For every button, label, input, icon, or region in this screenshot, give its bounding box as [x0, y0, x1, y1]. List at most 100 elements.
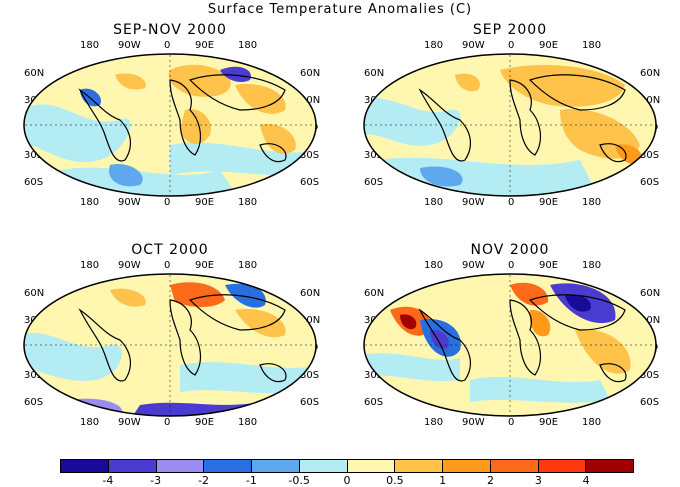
lon-label: 90W: [462, 417, 485, 428]
lon-label: 90E: [539, 197, 559, 208]
lon-label: 180: [424, 260, 444, 271]
colorbar-tick-label: -0.5: [288, 474, 310, 487]
lat-label: 60N: [24, 288, 45, 299]
lat-label: 30S: [364, 150, 384, 161]
map-panel-sep-nov: SEP-NOV 2000 180 90W 0 90E 180 60N 30N E…: [0, 20, 340, 245]
anomaly-map: [23, 53, 317, 197]
lon-label: 180: [424, 197, 444, 208]
colorbar-tick-label: 2: [487, 474, 494, 487]
lon-label: 90W: [118, 260, 141, 271]
lat-label: 60S: [300, 177, 320, 188]
colorbar-segment: [252, 460, 300, 472]
lat-label: 30S: [640, 150, 660, 161]
lon-label: 90W: [118, 197, 141, 208]
colorbar-tick-label: 0.5: [386, 474, 404, 487]
lat-label: 30S: [364, 370, 384, 381]
lon-label: 90E: [195, 197, 215, 208]
lon-label: 180: [238, 40, 258, 51]
colorbar-segment: [538, 460, 587, 472]
lon-label: 180: [424, 417, 444, 428]
panel-title: SEP-NOV 2000: [113, 22, 227, 38]
lon-label: 180: [582, 260, 602, 271]
colorbar-segment: [108, 460, 157, 472]
lon-label: 180: [238, 417, 258, 428]
colorbar-tick-label: -3: [150, 474, 162, 487]
colorbar-tick-label: 1: [439, 474, 447, 487]
lon-label: 90W: [118, 40, 141, 51]
lon-label: 0: [508, 260, 515, 271]
lon-label: 90E: [539, 260, 559, 271]
panel-title: SEP 2000: [472, 22, 548, 38]
anomaly-map: [363, 53, 657, 197]
lon-label: 180: [80, 260, 100, 271]
lat-label: 60S: [24, 177, 44, 188]
lon-label: 90W: [462, 40, 485, 51]
anomaly-map: [23, 273, 317, 417]
lon-label: 180: [80, 40, 100, 51]
colorbar-segment: [395, 460, 443, 472]
panel-title: OCT 2000: [131, 242, 209, 258]
lat-label: 30S: [300, 150, 320, 161]
colorbar-tick-label: -4: [102, 474, 114, 487]
lon-label: 180: [582, 40, 602, 51]
lon-label: 180: [238, 197, 258, 208]
lat-label: 30S: [24, 370, 44, 381]
lat-label: 60N: [364, 288, 385, 299]
lon-label: 180: [80, 197, 100, 208]
colorbar-segment: [443, 460, 491, 472]
lat-label: 60N: [640, 288, 661, 299]
lat-label: 30S: [24, 150, 44, 161]
lon-label: 0: [164, 417, 171, 428]
lat-label: 30N: [640, 315, 661, 326]
anomaly-map: [363, 273, 657, 417]
colorbar-segment: [204, 460, 252, 472]
lon-label: 180: [80, 417, 100, 428]
lon-label: 180: [582, 417, 602, 428]
lat-label: 60N: [24, 68, 45, 79]
lon-label: 180: [238, 260, 258, 271]
lon-label: 0: [508, 40, 515, 51]
lon-label: 90E: [539, 40, 559, 51]
map-panel-oct: OCT 2000 180 90W 0 90E 180 60N 30N EQ 30…: [0, 240, 340, 465]
colorbar-tick-label: 0: [343, 474, 351, 487]
colorbar-tick-label: 3: [534, 474, 542, 487]
lon-label: 90E: [195, 417, 215, 428]
lat-label: 60S: [300, 397, 320, 408]
lon-label: 0: [164, 260, 171, 271]
lat-label: 30S: [640, 370, 660, 381]
lon-label: 0: [508, 417, 515, 428]
colorbar-segment: [586, 460, 633, 472]
colorbar-segment: [299, 460, 348, 472]
lon-label: 90W: [118, 417, 141, 428]
lat-label: 60S: [640, 397, 660, 408]
lon-label: 90W: [462, 197, 485, 208]
lon-label: 0: [164, 40, 171, 51]
lat-label: 30N: [300, 95, 321, 106]
colorbar-tick-label: 4: [582, 474, 590, 487]
figure-title: Surface Temperature Anomalies (C): [207, 2, 473, 17]
panel-title: NOV 2000: [470, 242, 550, 258]
lat-label: 60N: [364, 68, 385, 79]
lat-label: 30S: [300, 370, 320, 381]
lon-label: 0: [164, 197, 171, 208]
colorbar-segment: [61, 460, 109, 472]
lat-label: 60S: [24, 397, 44, 408]
lat-label: 60S: [640, 177, 660, 188]
lon-label: 90W: [462, 260, 485, 271]
lon-label: 180: [424, 40, 444, 51]
colorbar: [60, 459, 634, 473]
lon-label: 90E: [539, 417, 559, 428]
colorbar-tick-label: -1: [245, 474, 257, 487]
lat-label: 30N: [300, 315, 321, 326]
lat-label: 60N: [640, 68, 661, 79]
lat-label: 60S: [364, 397, 384, 408]
colorbar-segment: [156, 460, 205, 472]
lon-label: 90E: [195, 40, 215, 51]
lat-label: 60N: [300, 68, 321, 79]
map-panel-nov: NOV 2000 180 90W 0 90E 180 60N 30N EQ 30…: [340, 240, 680, 465]
colorbar-tick-label: -2: [198, 474, 209, 487]
lon-label: 180: [582, 197, 602, 208]
lon-label: 90E: [195, 260, 215, 271]
lon-label: 0: [508, 197, 515, 208]
lat-label: 30N: [640, 95, 661, 106]
